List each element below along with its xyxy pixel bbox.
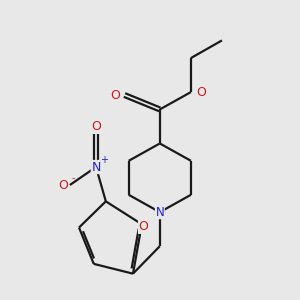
Text: O: O <box>111 88 121 101</box>
Text: N: N <box>155 206 164 219</box>
Text: N: N <box>91 160 101 173</box>
Text: O: O <box>196 85 206 99</box>
Text: +: + <box>100 155 108 166</box>
Text: O: O <box>139 220 148 233</box>
Text: -: - <box>71 173 75 183</box>
Text: O: O <box>91 120 101 133</box>
Text: O: O <box>58 178 68 191</box>
